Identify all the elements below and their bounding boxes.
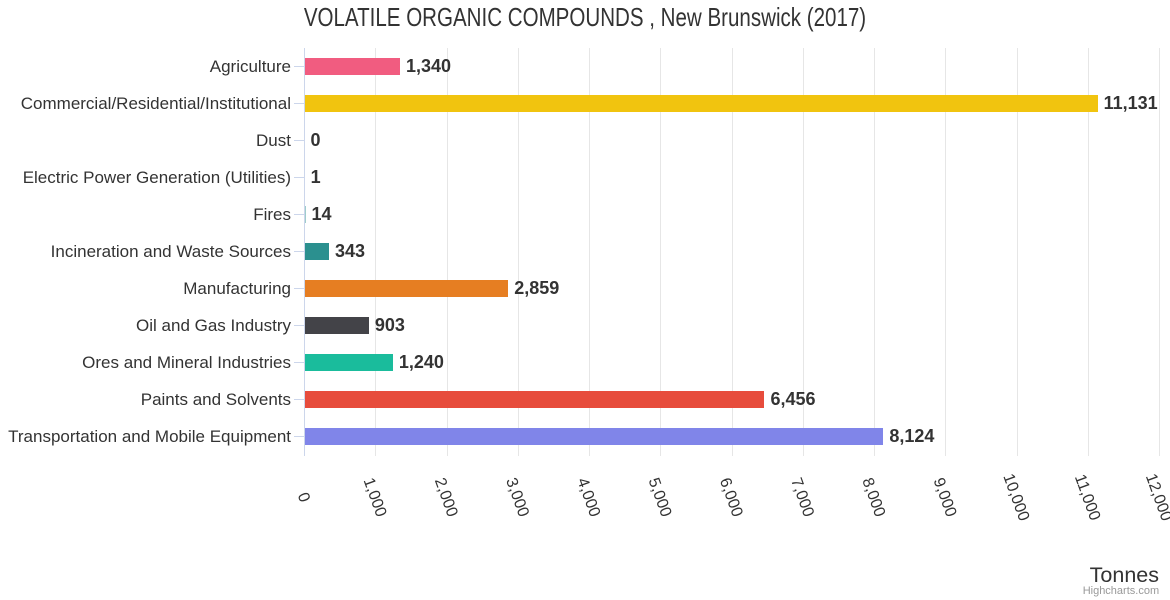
svg-text:10,000: 10,000 [999, 472, 1032, 524]
svg-text:11,000: 11,000 [1071, 472, 1103, 523]
svg-text:8,000: 8,000 [858, 476, 888, 520]
svg-text:6,000: 6,000 [716, 476, 746, 520]
svg-text:9,000: 9,000 [930, 476, 960, 520]
svg-text:4,000: 4,000 [573, 476, 603, 520]
svg-text:0: 0 [294, 490, 313, 504]
svg-text:5,000: 5,000 [645, 476, 675, 520]
svg-text:2,000: 2,000 [431, 476, 461, 520]
svg-text:12,000: 12,000 [1142, 472, 1170, 524]
svg-text:1,000: 1,000 [360, 476, 390, 520]
svg-text:7,000: 7,000 [787, 476, 817, 520]
svg-text:3,000: 3,000 [502, 476, 532, 520]
